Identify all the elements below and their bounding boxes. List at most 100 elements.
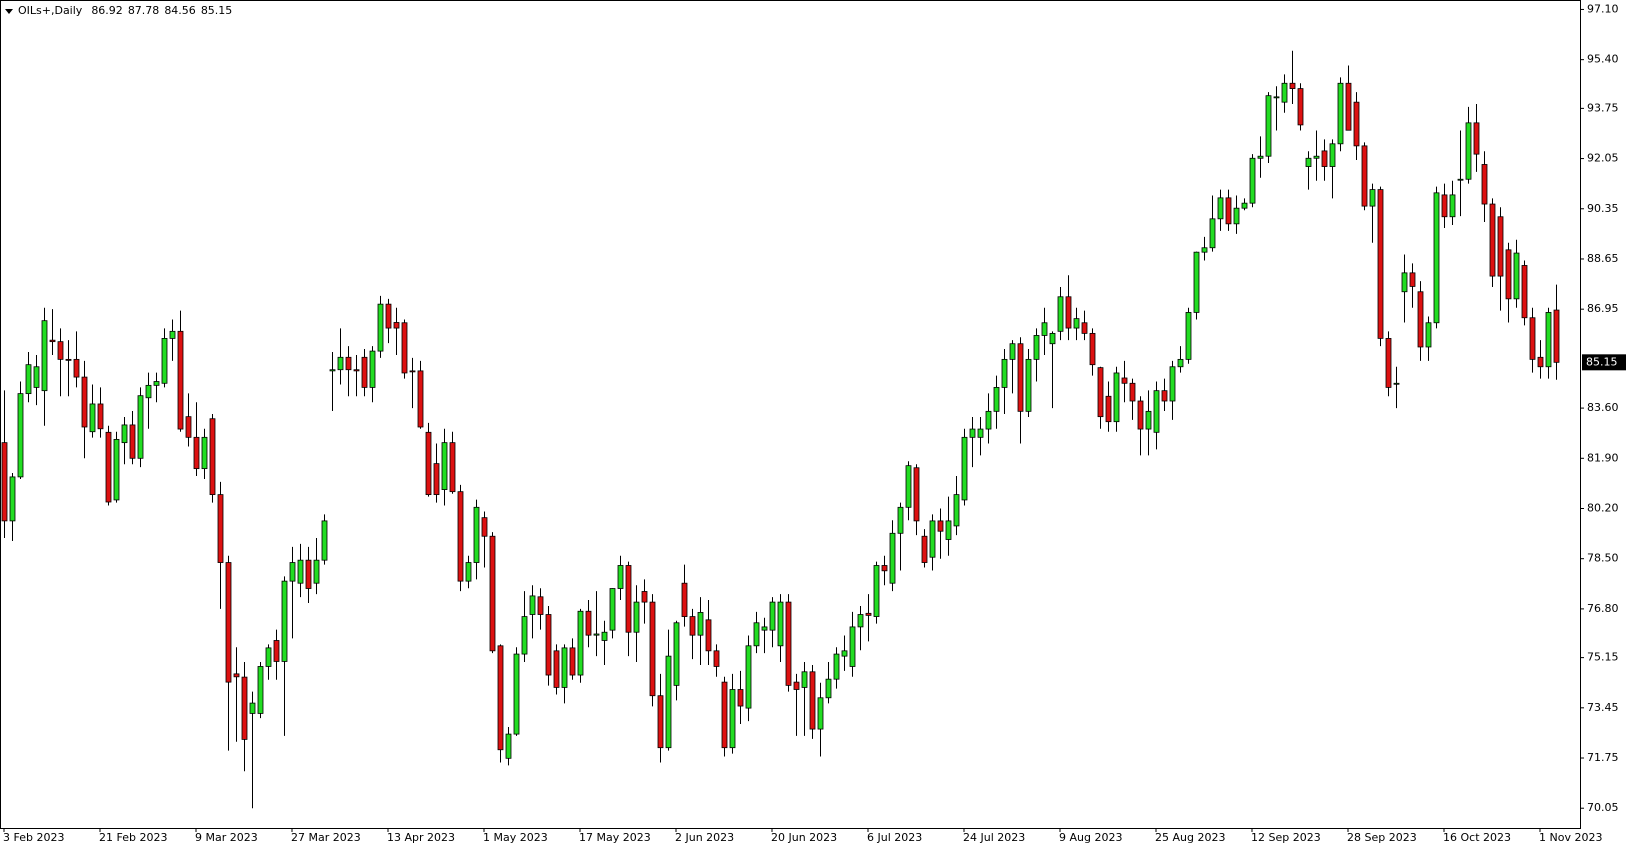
candle-body (1433, 192, 1440, 324)
x-tick-label: 1 Nov 2023 (1539, 831, 1602, 844)
candle-body (753, 622, 760, 647)
candle-body (145, 384, 152, 399)
candle-body (737, 689, 744, 707)
candle-body (1545, 312, 1552, 368)
candle-body (1305, 157, 1312, 167)
candle-body (425, 431, 432, 496)
candle-body (729, 689, 736, 749)
candle-body (1161, 390, 1168, 402)
candle-body (609, 588, 616, 631)
candle-body (1337, 82, 1344, 145)
candle-body (1377, 189, 1384, 339)
x-tick-label: 25 Aug 2023 (1155, 831, 1225, 844)
candle-body (25, 364, 32, 395)
candle-body (1209, 218, 1216, 249)
y-tick-label: 83.60 (1587, 401, 1619, 414)
candle-body (225, 562, 232, 683)
candle-body (537, 596, 544, 615)
candle-body (409, 370, 416, 373)
candle-body (825, 678, 832, 699)
x-tick-label: 24 Jul 2023 (963, 831, 1025, 844)
ohlc-high: 87.78 (127, 4, 160, 17)
candle-body (1153, 390, 1160, 433)
candle-body (489, 535, 496, 652)
candle-body (401, 322, 408, 374)
candle-body (1345, 82, 1352, 131)
candle-body (73, 358, 80, 378)
candle-body (1113, 372, 1120, 423)
candle-body (761, 626, 768, 631)
candle-body (137, 395, 144, 459)
last-price-box (1582, 354, 1626, 371)
candle-body (289, 562, 296, 582)
candle-body (1465, 122, 1472, 180)
candle-body (281, 580, 288, 662)
candle-body (1017, 343, 1024, 412)
candle-body (1537, 356, 1544, 368)
x-tick-label: 28 Sep 2023 (1347, 831, 1417, 844)
collapse-arrow[interactable] (5, 9, 13, 14)
candle-body (457, 491, 464, 582)
candle-body (513, 653, 520, 735)
candle-body (913, 467, 920, 522)
candle-body (305, 559, 312, 589)
x-tick-label: 9 Mar 2023 (195, 831, 258, 844)
candle-body (105, 431, 112, 503)
candle-body (985, 410, 992, 430)
candle-body (921, 535, 928, 563)
x-tick-label: 13 Apr 2023 (387, 831, 455, 844)
candle-body (377, 303, 384, 352)
candle-body (201, 436, 208, 470)
candle-body (873, 565, 880, 617)
candle-body (1137, 400, 1144, 430)
candle-body (617, 565, 624, 589)
candle-body (681, 582, 688, 617)
candle-body (809, 671, 816, 730)
candle-body (657, 695, 664, 749)
candle-body (1009, 343, 1016, 360)
candle-body (561, 647, 568, 688)
candle-body (481, 517, 488, 537)
candle-body (33, 366, 40, 388)
candle-body (1489, 203, 1496, 277)
candle-body (641, 591, 648, 603)
candle-body (665, 655, 672, 749)
candle-body (1329, 143, 1336, 167)
y-tick-label: 88.65 (1587, 252, 1619, 265)
candle-body (233, 673, 240, 678)
y-tick-label: 70.05 (1587, 801, 1619, 814)
candle-body (1473, 122, 1480, 155)
candle-body (1185, 312, 1192, 360)
candle-body (521, 616, 528, 655)
header: OILs+,Daily 86.92 87.78 84.56 85.15 (18, 4, 232, 17)
y-tick-label: 92.05 (1587, 152, 1619, 165)
candle-body (297, 559, 304, 584)
x-tick-label: 1 May 2023 (483, 831, 548, 844)
candle-body (41, 320, 48, 392)
candle-body (1233, 207, 1240, 225)
x-tick-label: 16 Oct 2023 (1443, 831, 1511, 844)
candle-body (113, 438, 120, 501)
candle-body (1321, 150, 1328, 167)
symbol-title: OILs+,Daily (18, 4, 83, 17)
ohlc-low: 84.56 (164, 4, 196, 17)
ohlc-close: 85.15 (200, 4, 233, 17)
candle-body (49, 339, 56, 343)
y-tick-label: 80.20 (1587, 501, 1619, 514)
candle-body (769, 601, 776, 631)
candle-body (121, 424, 128, 444)
candle-body (1057, 296, 1064, 332)
candle-body (361, 356, 368, 388)
candle-body (1521, 265, 1528, 319)
candle-body (1401, 272, 1408, 293)
candle-body (1033, 335, 1040, 360)
candle-body (1041, 322, 1048, 336)
candle-body (969, 428, 976, 438)
candle-body (1081, 322, 1088, 334)
candle-body (497, 645, 504, 751)
x-tick-label: 2 Jun 2023 (675, 831, 734, 844)
candle-body (1, 442, 8, 522)
candle-body (673, 622, 680, 686)
candle-body (1457, 178, 1464, 181)
